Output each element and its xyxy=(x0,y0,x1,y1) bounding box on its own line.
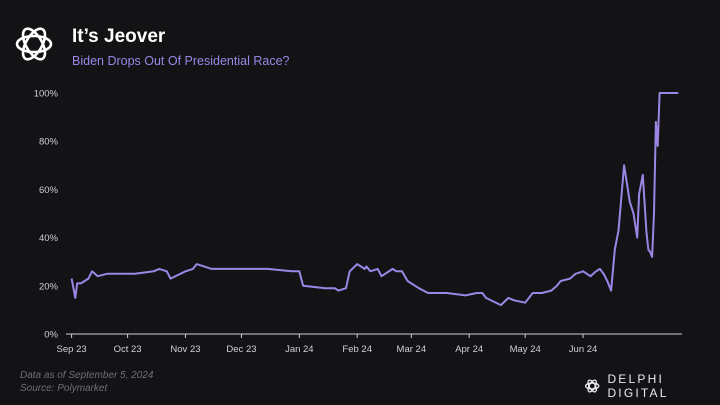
x-axis-ticks: Sep 23 Oct 23 Nov 23 Dec 23 Jan 24 Feb 24 Mar … xyxy=(57,334,598,355)
x-tick-label: Jun 24 xyxy=(569,344,598,355)
y-tick-label: 0% xyxy=(44,330,58,341)
y-tick-label: 60% xyxy=(39,185,59,196)
chart-title: It’s Jeover xyxy=(72,26,166,47)
x-tick-label: Dec 23 xyxy=(226,344,256,355)
data-date-note: Data as of September 5, 2024 xyxy=(20,370,154,381)
brand-logo: DELPHI DIGITAL xyxy=(584,372,720,400)
x-tick-label: Nov 23 xyxy=(170,344,200,355)
series-line-biden-drops-out xyxy=(70,92,679,307)
x-tick-label: May 24 xyxy=(510,344,541,355)
x-tick-label: Mar 24 xyxy=(397,344,427,355)
delphi-flower-icon xyxy=(584,379,600,393)
y-tick-label: 80% xyxy=(39,137,59,148)
y-tick-label: 40% xyxy=(39,233,59,244)
y-tick-label: 100% xyxy=(34,89,59,100)
brand-name: DELPHI DIGITAL xyxy=(607,372,669,400)
y-axis-ticks: 0% 20% 40% 60% 80% 100% xyxy=(34,89,59,341)
flower-knot-icon xyxy=(15,27,53,61)
y-tick-label: 20% xyxy=(39,281,59,292)
x-tick-label: Feb 24 xyxy=(342,344,372,355)
footer-note: Data as of September 5, 2024 Source: Pol… xyxy=(20,369,153,395)
x-tick-label: Jan 24 xyxy=(285,344,314,355)
source-note: Source: Polymarket xyxy=(20,383,108,394)
x-tick-label: Sep 23 xyxy=(57,344,87,355)
x-tick-label: Apr 24 xyxy=(455,344,483,355)
x-tick-label: Oct 23 xyxy=(114,344,142,355)
chart-subtitle: Biden Drops Out Of Presidential Race? xyxy=(72,54,290,68)
